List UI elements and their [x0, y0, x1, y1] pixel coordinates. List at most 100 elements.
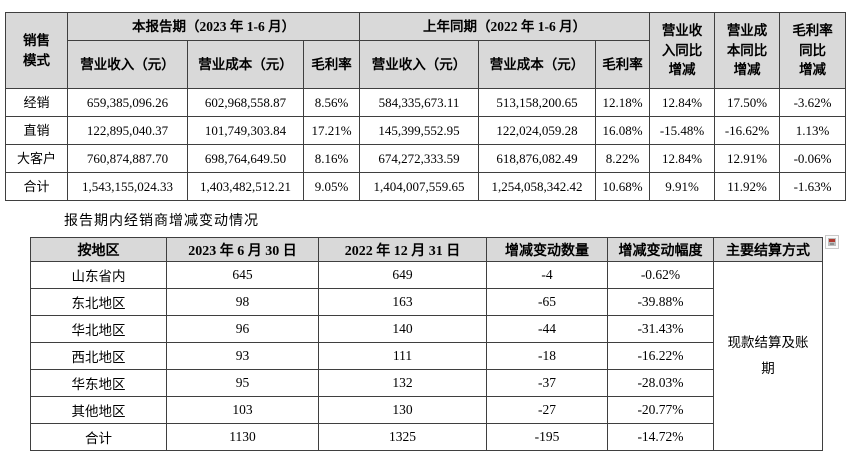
cell: 9.91%: [649, 172, 716, 201]
cell: 649: [318, 261, 487, 289]
cell: 111: [318, 342, 487, 370]
table-row: 山东省内 645 649 -4 -0.62% 现款结算及账期: [30, 261, 823, 451]
cell: 1,403,482,512.21: [187, 172, 304, 201]
cell: -15.48%: [649, 116, 716, 145]
cell: 10.68%: [595, 172, 651, 201]
cell: 618,876,082.49: [478, 144, 597, 173]
cell: 513,158,200.65: [478, 88, 597, 117]
cell: -16.22%: [607, 342, 714, 370]
change-rate-header: 增减变动幅度: [607, 237, 714, 262]
cell: 659,385,096.26: [67, 88, 188, 117]
cell: 8.56%: [302, 88, 361, 117]
cell: -18: [486, 342, 608, 370]
cell: 95: [166, 369, 319, 397]
row-label: 合计: [5, 172, 68, 201]
cell: -16.62%: [714, 116, 781, 145]
cell: -1.63%: [779, 172, 847, 201]
row-label: 西北地区: [30, 342, 167, 370]
cell: 93: [166, 342, 319, 370]
cell: 132: [318, 369, 487, 397]
table-row-total: 合计 1,543,155,024.33 1,403,482,512.21 9.0…: [5, 172, 847, 201]
current-revenue-header: 营业收入（元）: [67, 40, 188, 89]
row-label: 华东地区: [30, 369, 167, 397]
cell: 1,543,155,024.33: [67, 172, 188, 201]
cell: 163: [318, 288, 487, 316]
prior-period-group-header: 上年同期（2022 年 1-6 月）: [359, 12, 651, 41]
sales-mode-header: 销售 模式: [5, 12, 68, 89]
cell: -44: [486, 315, 608, 343]
prior-cost-header: 营业成本（元）: [478, 40, 597, 89]
row-label: 合计: [30, 423, 167, 451]
table-row: 其他地区 103 130 -27 -20.77%: [30, 396, 823, 424]
cell: 1130: [166, 423, 319, 451]
cell: 674,272,333.59: [359, 144, 480, 173]
table-row: 直销 122,895,040.37 101,749,303.84 17.21% …: [5, 116, 847, 145]
cell: 130: [318, 396, 487, 424]
cell: 645: [166, 261, 319, 289]
table-row-total: 合计 1130 1325 -195 -14.72%: [30, 423, 823, 451]
current-cost-header: 营业成本（元）: [187, 40, 304, 89]
cell: -0.06%: [779, 144, 847, 173]
cell: 1325: [318, 423, 487, 451]
row-label: 经销: [5, 88, 68, 117]
cell: -39.88%: [607, 288, 714, 316]
cell: 17.21%: [302, 116, 361, 145]
cell: 1,404,007,559.65: [359, 172, 480, 201]
cell: 145,399,552.95: [359, 116, 480, 145]
cell: -27: [486, 396, 608, 424]
dealer-change-table: 按地区 2023 年 6 月 30 日 2022 年 12 月 31 日 增减变…: [30, 237, 823, 451]
broken-image-icon: [825, 235, 839, 249]
cell: 140: [318, 315, 487, 343]
revenue-yoy-header: 营业收 入同比 增减: [649, 12, 716, 89]
cell: 98: [166, 288, 319, 316]
cell: 602,968,558.87: [187, 88, 304, 117]
sales-header-sub-row: 营业收入（元） 营业成本（元） 毛利率 营业收入（元） 营业成本（元） 毛利率: [6, 40, 846, 89]
cell: 103: [166, 396, 319, 424]
prior-revenue-header: 营业收入（元）: [359, 40, 480, 89]
cell: 12.84%: [649, 88, 716, 117]
cost-yoy-header: 营业成 本同比 增减: [714, 12, 781, 89]
date-2023-header: 2023 年 6 月 30 日: [166, 237, 319, 262]
cell: -0.62%: [607, 261, 714, 289]
cell: 101,749,303.84: [187, 116, 304, 145]
cell: -28.03%: [607, 369, 714, 397]
cell: -31.43%: [607, 315, 714, 343]
cell: 12.18%: [595, 88, 651, 117]
table-row: 经销 659,385,096.26 602,968,558.87 8.56% 5…: [5, 88, 847, 117]
table-row: 华东地区 95 132 -37 -28.03%: [30, 369, 823, 397]
date-2022-header: 2022 年 12 月 31 日: [318, 237, 487, 262]
margin-yoy-header: 毛利率 同比 增减: [779, 12, 847, 89]
row-label: 其他地区: [30, 396, 167, 424]
cell: 122,024,059.28: [478, 116, 597, 145]
cell: 1,254,058,342.42: [478, 172, 597, 201]
cell: 8.22%: [595, 144, 651, 173]
cell: 96: [166, 315, 319, 343]
row-label: 山东省内: [30, 261, 167, 289]
settlement-header: 主要结算方式: [713, 237, 823, 262]
cell: -37: [486, 369, 608, 397]
table-row: 西北地区 93 111 -18 -16.22%: [30, 342, 823, 370]
cell: 16.08%: [595, 116, 651, 145]
prior-margin-header: 毛利率: [595, 40, 651, 89]
cell: 12.91%: [714, 144, 781, 173]
cell: -4: [486, 261, 608, 289]
current-margin-header: 毛利率: [302, 40, 361, 89]
settlement-method-cell: 现款结算及账期: [713, 261, 823, 451]
cell: 1.13%: [779, 116, 847, 145]
region-header: 按地区: [30, 237, 167, 262]
cell: 8.16%: [302, 144, 361, 173]
row-label: 东北地区: [30, 288, 167, 316]
table-row: 华北地区 96 140 -44 -31.43%: [30, 315, 823, 343]
cell: -65: [486, 288, 608, 316]
cell: 584,335,673.11: [359, 88, 480, 117]
cell: -20.77%: [607, 396, 714, 424]
row-label: 华北地区: [30, 315, 167, 343]
table-row: 大客户 760,874,887.70 698,764,649.50 8.16% …: [5, 144, 847, 173]
cell: 760,874,887.70: [67, 144, 188, 173]
current-period-group-header: 本报告期（2023 年 1-6 月）: [66, 12, 361, 41]
cell: 11.92%: [714, 172, 781, 201]
cell: -195: [486, 423, 608, 451]
dealer-header-row: 按地区 2023 年 6 月 30 日 2022 年 12 月 31 日 增减变…: [30, 237, 823, 262]
change-count-header: 增减变动数量: [486, 237, 608, 262]
